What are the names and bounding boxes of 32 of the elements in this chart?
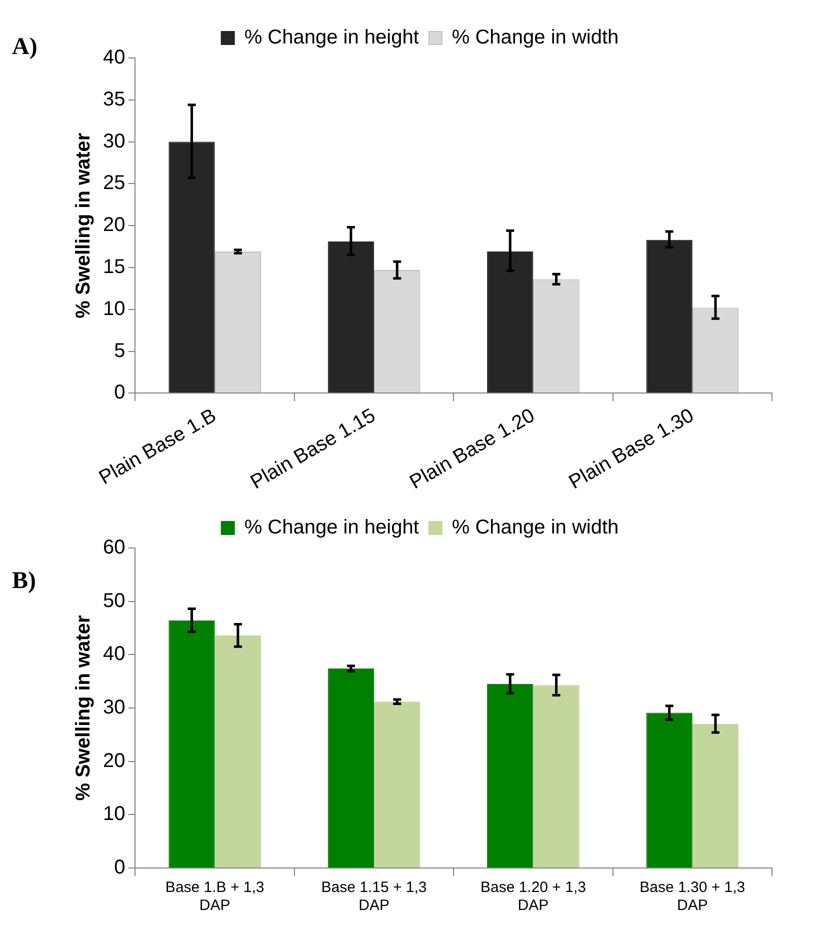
y-tick-label: 0 [114,856,126,879]
y-tick-label: 30 [102,696,126,719]
y-tick-label: 25 [102,172,126,194]
x-tick-label: Base 1.20 + 1,3 DAP [480,879,586,914]
y-tick-label: 0 [114,382,126,404]
x-tick-label: Plain Base 1.20 [406,404,538,494]
y-tick-label: 20 [102,750,126,772]
x-tick-label: Base 1.B + 1,3 DAP [165,879,264,914]
chart-title: A) [12,34,38,61]
x-tick-label: Base 1.30 + 1,3 DAP [640,879,746,914]
text: B) [12,568,36,595]
y-tick-label: 50 [102,590,126,612]
x-tick-label: Plain Base 1.B [95,404,220,490]
legend-label: % Change in width [452,516,619,539]
y-tick-label: 10 [102,803,126,826]
x-tick-label: Base 1.15 + 1,3 DAP [321,879,427,914]
y-tick-label: 10 [102,298,126,320]
y-tick-label: 40 [102,46,126,69]
y-tick-label: 15 [102,256,126,278]
y-tick-label: 60 [102,536,126,559]
y-tick-label: 35 [102,88,126,110]
legend-label: % Change in height [244,26,420,49]
y-axis-title: % Swelling in water [72,132,95,318]
y-axis-title: % Swelling in water [72,614,95,801]
y-tick-label: 5 [114,340,126,362]
y-tick-label: 20 [102,214,126,236]
legend-label: % Change in width [452,26,619,49]
x-tick-label: Plain Base 1.30 [565,404,698,494]
y-tick-label: 40 [102,643,126,666]
legend-label: % Change in height [244,516,420,539]
y-tick-label: 30 [102,130,126,152]
x-tick-label: Plain Base 1.15 [246,404,380,494]
